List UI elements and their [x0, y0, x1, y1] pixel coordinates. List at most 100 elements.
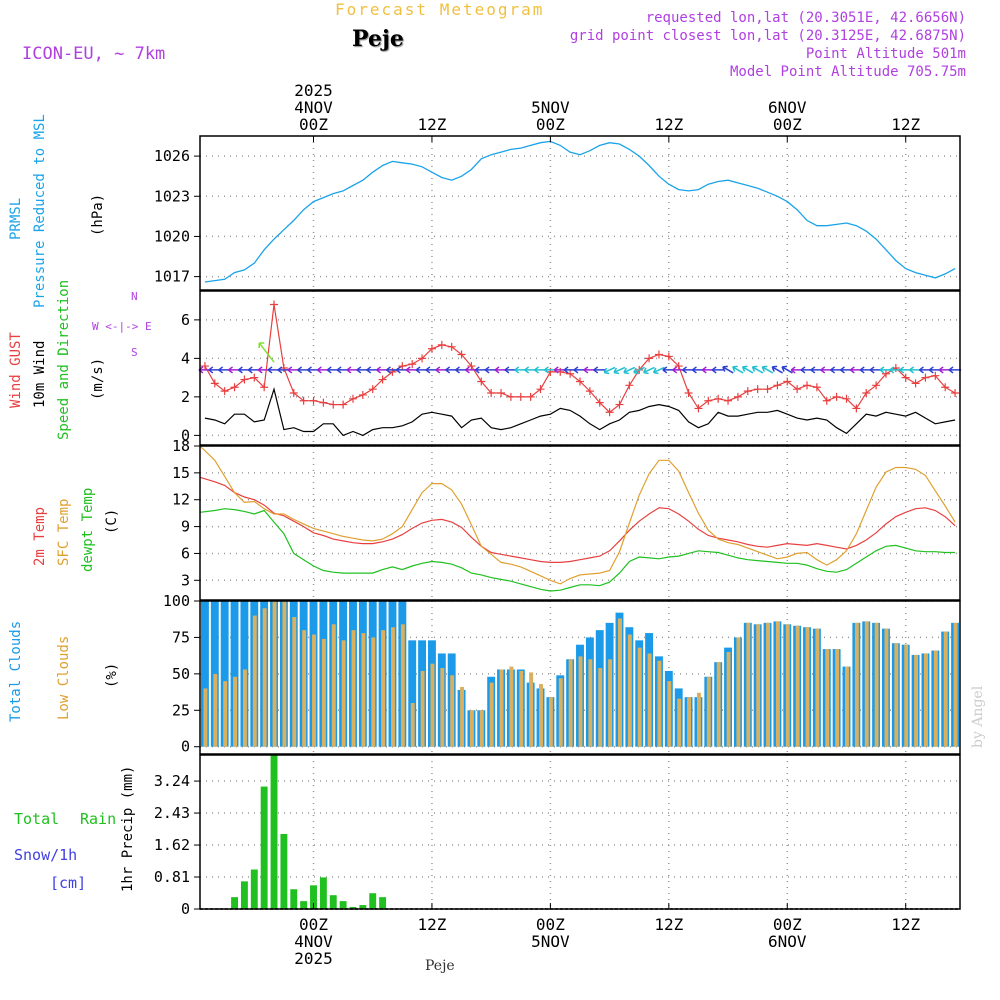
low-cloud-bar	[805, 627, 810, 747]
gust-marker	[250, 373, 259, 382]
gust-marker	[684, 389, 693, 398]
y-tick-label: 12	[172, 491, 190, 509]
gust-marker	[862, 389, 871, 398]
sfc-temp-line	[199, 445, 956, 585]
y-tick-label: 6	[181, 544, 190, 562]
gust-marker	[447, 342, 456, 351]
rain-bar	[359, 905, 367, 909]
gust-marker	[309, 396, 318, 405]
low-cloud-bar	[795, 625, 800, 747]
low-cloud-bar	[440, 668, 445, 747]
low-cloud-bar	[450, 675, 455, 747]
x-bottom-label: 12Z	[654, 915, 683, 934]
gust-marker	[230, 383, 239, 392]
gust-marker	[625, 381, 634, 390]
gust-marker	[339, 400, 348, 409]
x-bottom-label: 00Z	[299, 915, 328, 934]
total-cloud-bar	[230, 601, 239, 747]
y-tick-label: 1017	[154, 268, 190, 286]
low-cloud-bar	[933, 650, 938, 747]
gust-marker	[437, 340, 446, 349]
low-cloud-bar	[213, 673, 218, 747]
x-top-label: 00Z	[536, 115, 565, 134]
low-cloud-bar	[608, 659, 613, 747]
x-bottom-label: 12Z	[417, 915, 446, 934]
rain-bar	[260, 786, 268, 909]
gust-marker	[299, 396, 308, 405]
gust-marker	[704, 396, 713, 405]
low-cloud-bar	[548, 697, 553, 747]
low-cloud-bar	[687, 697, 692, 747]
low-cloud-bar	[618, 618, 622, 747]
gust-marker	[812, 383, 821, 392]
wind-arrow-shaft	[633, 366, 645, 375]
x-top-label: 5NOV	[531, 98, 570, 117]
low-cloud-bar	[282, 601, 287, 747]
low-cloud-bar	[884, 628, 889, 747]
low-cloud-bar	[775, 621, 780, 747]
gust-marker	[418, 354, 427, 363]
wind-arrow	[948, 366, 962, 374]
pressure-line	[204, 140, 956, 283]
wind-arrow	[593, 366, 606, 374]
gust-marker	[329, 400, 338, 409]
gust-marker	[645, 354, 654, 363]
rain-bar	[240, 881, 248, 909]
snow-unit: [cm]	[50, 874, 87, 892]
panel-frame	[199, 754, 961, 910]
wind-arrow	[761, 365, 774, 374]
gust-marker	[319, 398, 328, 407]
gust-marker	[536, 385, 545, 394]
gust-marker	[358, 390, 367, 399]
gust-marker	[348, 394, 357, 403]
rain-bar	[379, 897, 387, 909]
compass-n: N	[131, 290, 138, 303]
wind-arrow-shaft	[593, 366, 606, 374]
y-tick-label: 1020	[154, 227, 190, 245]
y-tick-label: 25	[172, 701, 190, 719]
gust-marker	[467, 362, 476, 371]
low-cloud-bar	[469, 710, 474, 747]
panel-frame	[199, 135, 961, 291]
gust-marker	[921, 373, 930, 382]
low-cloud-bar	[203, 688, 208, 747]
gust-marker	[398, 362, 407, 371]
low-cloud-bar	[627, 634, 632, 747]
low-cloud-bar	[499, 669, 504, 747]
gust-marker	[457, 350, 466, 359]
gust-marker	[674, 362, 683, 371]
low-cloud-bar	[519, 670, 524, 747]
rain-bar	[310, 885, 317, 909]
low-cloud-bar	[835, 649, 840, 747]
wind-arrow	[781, 365, 793, 374]
rain-bar	[231, 897, 238, 909]
rain-bar	[270, 755, 278, 909]
y-tick-label: 0	[181, 738, 190, 756]
gust-marker	[378, 375, 387, 384]
footer-station: Peje	[425, 958, 455, 974]
compass-we: W <-|-> E	[92, 320, 152, 333]
gust-marker	[743, 387, 752, 396]
gust-marker	[526, 392, 535, 401]
closest-coords: grid point closest lon,lat (20.3125E, 42…	[569, 28, 966, 44]
low-cloud-bar	[361, 633, 366, 747]
low-cloud-bar	[785, 624, 790, 747]
total-rain-label-b: Rain	[80, 810, 117, 828]
y-tick-label: 50	[172, 665, 190, 683]
low-cloud-bar	[854, 622, 859, 747]
gust-marker	[516, 392, 525, 401]
x-bottom-label: 00Z	[773, 915, 802, 934]
gust-marker	[803, 381, 812, 390]
gust-marker	[270, 300, 279, 309]
low-cloud-bar	[588, 659, 593, 747]
rain-bar	[329, 895, 337, 909]
wind-arrow	[652, 366, 665, 375]
low-cloud-bar	[864, 621, 869, 747]
y-tick-label: 2.43	[154, 804, 190, 822]
low-cloud-bar	[509, 666, 514, 747]
low-cloud-bar	[223, 681, 228, 747]
y-tick-label: 3	[181, 571, 190, 589]
low-cloud-bar	[756, 624, 761, 747]
wind-arrow-shaft	[722, 365, 734, 374]
